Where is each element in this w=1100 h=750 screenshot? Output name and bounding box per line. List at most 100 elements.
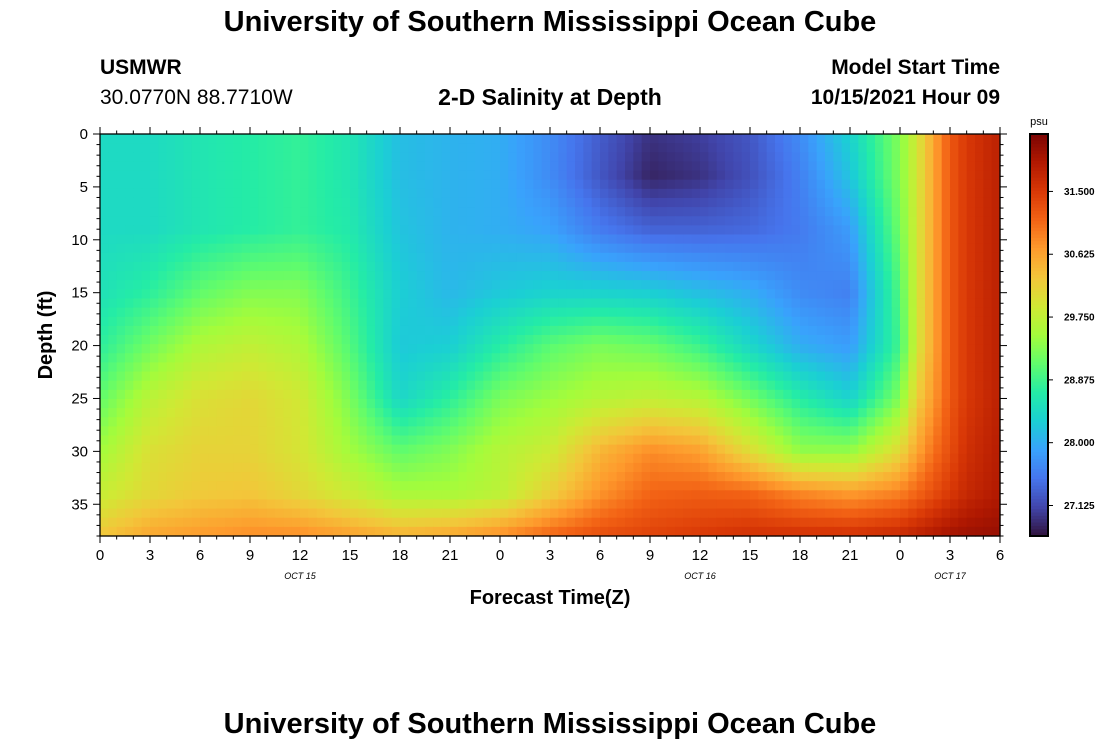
heatmap-cell: [883, 517, 893, 528]
heatmap-cell: [725, 170, 734, 181]
heatmap-cell: [575, 271, 584, 281]
heatmap-cell: [808, 398, 818, 409]
heatmap-cell: [891, 462, 901, 473]
heatmap-cell: [175, 435, 184, 446]
heatmap-cell: [641, 234, 651, 245]
heatmap-cell: [933, 335, 943, 345]
heatmap-cell: [925, 353, 934, 364]
y-tick-label: 30: [71, 443, 88, 460]
heatmap-cell: [875, 389, 884, 400]
heatmap-cell: [283, 444, 293, 455]
heatmap-cell: [358, 417, 368, 427]
heatmap-cell: [741, 490, 751, 501]
heatmap-cell: [925, 225, 934, 236]
heatmap-cell: [425, 289, 434, 300]
heatmap-cell: [158, 362, 168, 373]
heatmap-cell: [141, 261, 151, 272]
heatmap-cell: [200, 472, 209, 482]
heatmap-cell: [391, 170, 401, 181]
heatmap-cell: [350, 207, 359, 217]
heatmap-cell: [575, 526, 584, 537]
heatmap-cell: [816, 134, 826, 144]
heatmap-cell: [500, 197, 509, 208]
heatmap-cell: [758, 134, 768, 144]
heatmap-cell: [833, 243, 843, 254]
heatmap-cell: [691, 225, 701, 236]
heatmap-cell: [850, 499, 859, 510]
heatmap-cell: [950, 435, 959, 446]
heatmap-cell: [991, 453, 1001, 464]
heatmap-cell: [258, 408, 268, 418]
heatmap-cell: [733, 435, 743, 446]
heatmap-cell: [683, 408, 693, 418]
heatmap-cell: [308, 499, 318, 510]
heatmap-cell: [308, 307, 318, 318]
heatmap-cell: [975, 490, 984, 501]
heatmap-cell: [316, 252, 326, 263]
heatmap-cell: [425, 481, 434, 491]
heatmap-cell: [275, 188, 284, 199]
heatmap-cell: [975, 188, 984, 199]
heatmap-cell: [100, 134, 109, 144]
heatmap-cell: [166, 426, 176, 437]
heatmap-cell: [491, 462, 501, 473]
heatmap-cell: [333, 243, 343, 254]
heatmap-cell: [141, 417, 151, 427]
heatmap-cell: [891, 408, 901, 418]
heatmap-cell: [266, 280, 276, 290]
heatmap-cell: [200, 417, 209, 427]
heatmap-cell: [933, 444, 943, 455]
heatmap-cell: [816, 426, 826, 437]
heatmap-cell: [441, 170, 451, 181]
heatmap-cell: [233, 362, 243, 373]
heatmap-cell: [558, 462, 568, 473]
heatmap-cell: [241, 517, 251, 528]
heatmap-cell: [750, 298, 759, 309]
heatmap-cell: [583, 508, 593, 519]
heatmap-cell: [633, 298, 643, 309]
heatmap-cell: [525, 408, 534, 418]
heatmap-cell: [566, 234, 576, 245]
heatmap-cell: [750, 161, 759, 172]
heatmap-cell: [866, 197, 876, 208]
heatmap-cell: [433, 481, 443, 491]
heatmap-cell: [183, 170, 193, 181]
heatmap-cell: [833, 453, 843, 464]
heatmap-cell: [616, 289, 626, 300]
heatmap-cell: [116, 289, 126, 300]
heatmap-cell: [208, 134, 218, 144]
heatmap-cell: [491, 335, 501, 345]
heatmap-cell: [741, 435, 751, 446]
heatmap-cell: [116, 462, 126, 473]
heatmap-cell: [225, 307, 234, 318]
heatmap-cell: [183, 408, 193, 418]
heatmap-cell: [658, 316, 668, 327]
heatmap-cell: [858, 152, 868, 163]
heatmap-cell: [466, 499, 476, 510]
heatmap-cell: [508, 472, 518, 482]
heatmap-cell: [100, 280, 109, 290]
heatmap-cell: [300, 398, 309, 409]
heatmap-cell: [508, 261, 518, 272]
heatmap-cell: [800, 161, 809, 172]
heatmap-cell: [250, 289, 259, 300]
heatmap-cell: [391, 472, 401, 482]
heatmap-cell: [625, 261, 634, 272]
heatmap-cell: [900, 481, 909, 491]
heatmap-cell: [950, 517, 959, 528]
heatmap-cell: [433, 252, 443, 263]
heatmap-cell: [325, 243, 334, 254]
heatmap-cell: [816, 170, 826, 181]
heatmap-cell: [916, 225, 926, 236]
heatmap-cell: [991, 207, 1001, 217]
heatmap-cell: [491, 408, 501, 418]
heatmap-cell: [516, 252, 526, 263]
heatmap-cell: [833, 508, 843, 519]
heatmap-cell: [133, 289, 143, 300]
heatmap-cell: [208, 398, 218, 409]
heatmap-cell: [491, 289, 501, 300]
heatmap-cell: [300, 499, 309, 510]
heatmap-cell: [258, 216, 268, 226]
heatmap-cell: [375, 462, 384, 473]
